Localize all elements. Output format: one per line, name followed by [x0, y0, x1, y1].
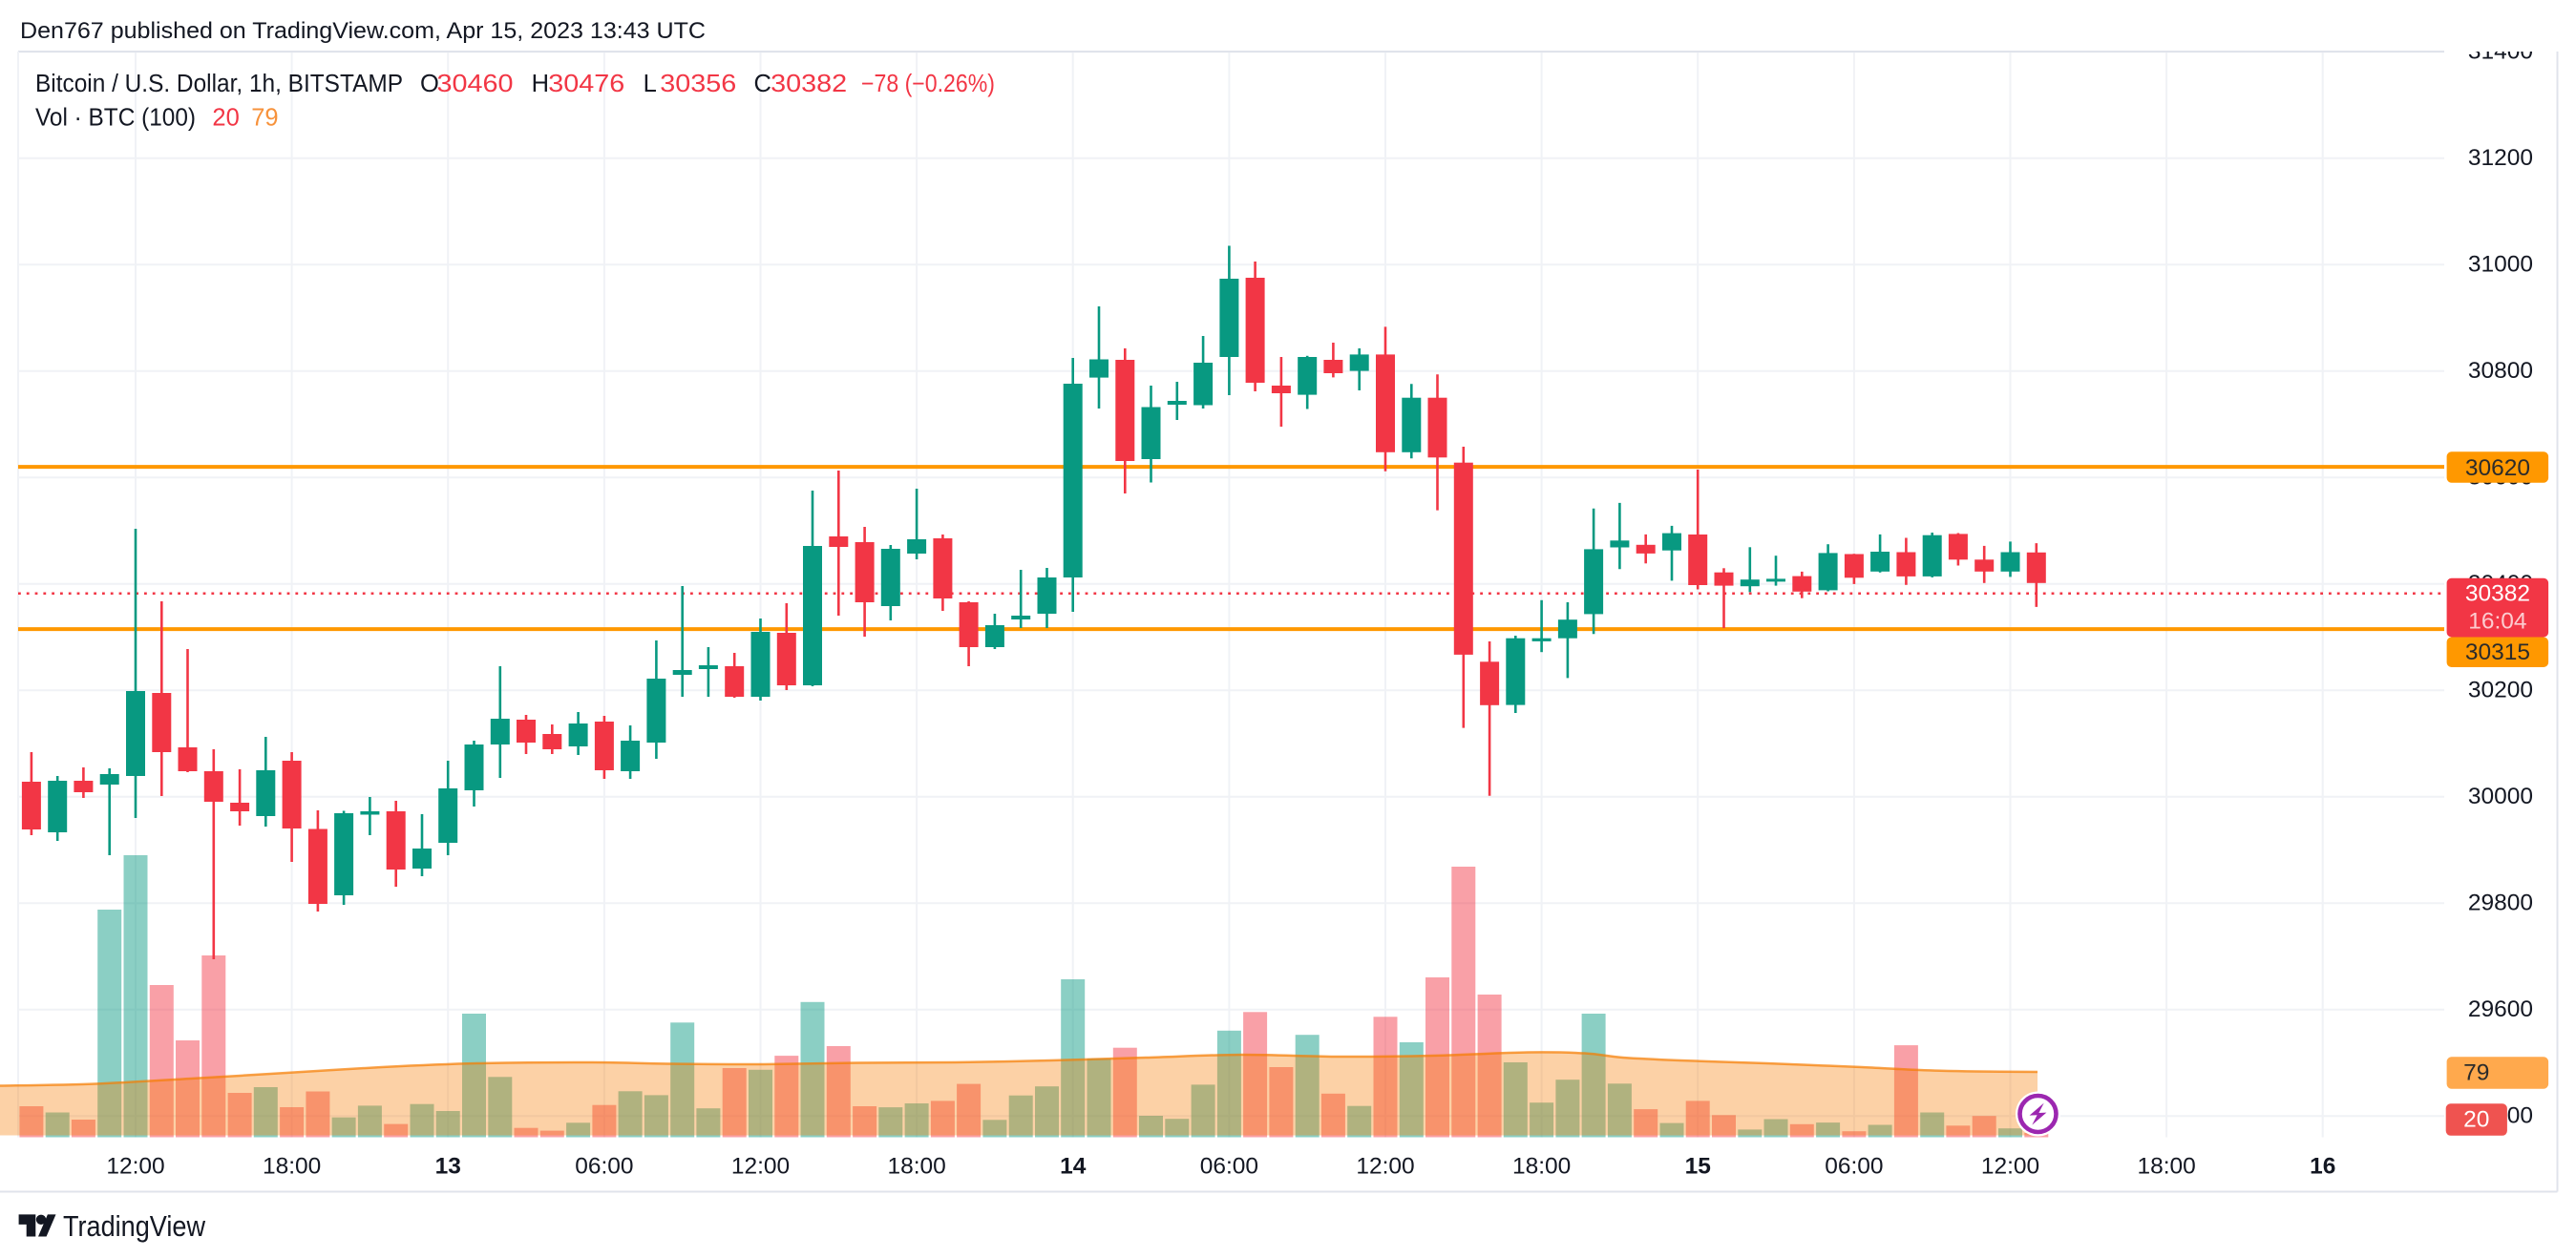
svg-text:30356: 30356 — [660, 71, 736, 97]
svg-text:TradingView: TradingView — [63, 1210, 206, 1243]
svg-text:30800: 30800 — [2468, 358, 2533, 384]
svg-text:−78 (−0.26%): −78 (−0.26%) — [861, 71, 995, 97]
svg-text:H: H — [532, 71, 549, 97]
svg-text:18:00: 18:00 — [1512, 1154, 1571, 1180]
svg-text:29800: 29800 — [2468, 891, 2533, 916]
svg-text:16: 16 — [2310, 1154, 2335, 1180]
svg-text:20: 20 — [2463, 1107, 2489, 1133]
svg-text:Den767 published on TradingVie: Den767 published on TradingView.com, Apr… — [20, 18, 706, 44]
svg-text:O: O — [420, 71, 439, 97]
svg-text:12:00: 12:00 — [106, 1154, 164, 1180]
svg-text:12:00: 12:00 — [1981, 1154, 2039, 1180]
svg-text:L: L — [644, 71, 657, 97]
svg-text:12:00: 12:00 — [731, 1154, 790, 1180]
svg-text:18:00: 18:00 — [263, 1154, 321, 1180]
svg-text:18:00: 18:00 — [2137, 1154, 2195, 1180]
svg-text:30476: 30476 — [548, 71, 624, 97]
svg-text:18:00: 18:00 — [887, 1154, 945, 1180]
svg-text:16:04: 16:04 — [2468, 608, 2526, 634]
svg-text:30000: 30000 — [2468, 784, 2533, 809]
svg-text:20: 20 — [212, 105, 239, 132]
svg-text:Vol · BTC (100): Vol · BTC (100) — [35, 105, 196, 132]
svg-text:29600: 29600 — [2468, 996, 2533, 1022]
svg-text:79: 79 — [2463, 1060, 2489, 1086]
svg-text:31200: 31200 — [2468, 145, 2533, 171]
svg-text:06:00: 06:00 — [575, 1154, 633, 1180]
svg-text:30382: 30382 — [771, 71, 847, 97]
svg-text:15: 15 — [1685, 1154, 1711, 1180]
svg-text:14: 14 — [1060, 1154, 1087, 1180]
svg-text:30460: 30460 — [437, 71, 514, 97]
svg-text:12:00: 12:00 — [1356, 1154, 1414, 1180]
svg-text:06:00: 06:00 — [1200, 1154, 1258, 1180]
svg-text:30382: 30382 — [2465, 580, 2530, 606]
svg-text:79: 79 — [251, 105, 278, 132]
svg-text:30620: 30620 — [2465, 455, 2530, 481]
svg-text:31000: 31000 — [2468, 252, 2533, 278]
svg-text:Bitcoin / U.S. Dollar, 1h, BIT: Bitcoin / U.S. Dollar, 1h, BITSTAMP — [35, 71, 403, 97]
svg-text:C: C — [754, 71, 771, 97]
svg-text:06:00: 06:00 — [1825, 1154, 1883, 1180]
svg-text:30200: 30200 — [2468, 678, 2533, 703]
svg-text:30315: 30315 — [2465, 639, 2530, 665]
svg-text:13: 13 — [435, 1154, 461, 1180]
